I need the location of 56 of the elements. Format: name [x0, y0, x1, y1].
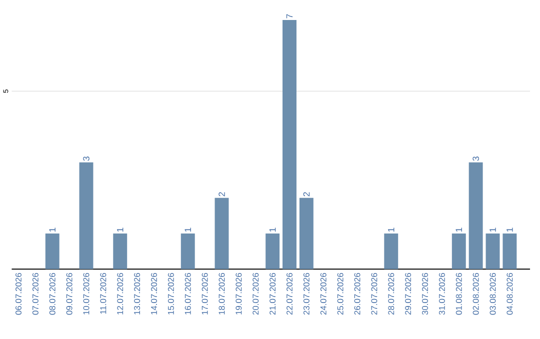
x-tick-label: 13.07.2026	[134, 273, 140, 314]
x-tick-label: 06.07.2026	[16, 273, 22, 315]
bar	[282, 20, 296, 270]
bar	[502, 234, 517, 270]
x-tick-label: 08.07.2026	[49, 273, 56, 315]
bar	[180, 234, 195, 270]
x-tick-label: 30.07.2026	[422, 273, 428, 315]
x-tick-label: 29.07.2026	[405, 273, 412, 315]
bar	[79, 162, 94, 270]
x-tick-label: 23.07.2026	[303, 273, 310, 315]
x-tick-label: 10.07.2026	[83, 273, 90, 314]
x-tick-label: 31.07.2026	[438, 273, 445, 315]
bar	[384, 234, 398, 270]
x-tick-label: 01.08.2026	[456, 273, 462, 315]
data-label: 1	[49, 228, 56, 232]
data-label: 1	[269, 228, 276, 232]
data-label: 1	[506, 228, 513, 232]
data-label: 3	[83, 156, 90, 161]
x-tick-label: 28.07.2026	[388, 273, 394, 315]
x-tick-label: 25.07.2026	[337, 273, 344, 315]
bar	[113, 234, 128, 270]
x-tick-label: 14.07.2026	[151, 273, 157, 314]
bar	[452, 234, 466, 270]
bar	[468, 162, 483, 270]
data-label: 1	[490, 228, 496, 232]
x-tick-label: 11.07.2026	[100, 273, 106, 314]
bar	[266, 234, 280, 270]
bar	[214, 198, 229, 270]
x-tick-label: 17.07.2026	[202, 273, 208, 314]
x-tick-label: 20.07.2026	[252, 273, 259, 315]
x-tick-label: 12.07.2026	[117, 273, 124, 314]
x-tick-label: 27.07.2026	[371, 273, 378, 315]
x-tick-label: 03.08.2026	[490, 273, 496, 315]
x-tick-label: 26.07.2026	[354, 273, 360, 315]
x-tick-label: 15.07.2026	[168, 273, 174, 314]
data-label: 1	[184, 228, 191, 232]
x-tick-label: 04.08.2026	[506, 273, 513, 315]
x-tick-label: 19.07.2026	[236, 273, 242, 314]
bar	[299, 198, 314, 270]
data-label: 1	[456, 228, 462, 232]
x-tick-label: 18.07.2026	[218, 273, 225, 314]
x-tick-label: 22.07.2026	[286, 273, 292, 315]
data-label: 2	[303, 192, 310, 196]
x-tick-label: 02.08.2026	[472, 273, 479, 315]
data-label: 1	[388, 228, 394, 232]
x-tick-label: 24.07.2026	[320, 273, 326, 315]
x-tick-label: 09.07.2026	[66, 273, 72, 315]
data-label: 2	[218, 192, 225, 196]
data-label: 3	[472, 156, 480, 161]
data-label: 7	[286, 14, 293, 18]
bar	[45, 234, 60, 270]
x-tick-label: 21.07.2026	[270, 273, 276, 315]
x-tick-label: 16.07.2026	[184, 273, 191, 314]
bar	[486, 234, 500, 270]
data-label: 1	[117, 228, 124, 232]
x-tick-label: 07.07.2026	[32, 273, 38, 315]
